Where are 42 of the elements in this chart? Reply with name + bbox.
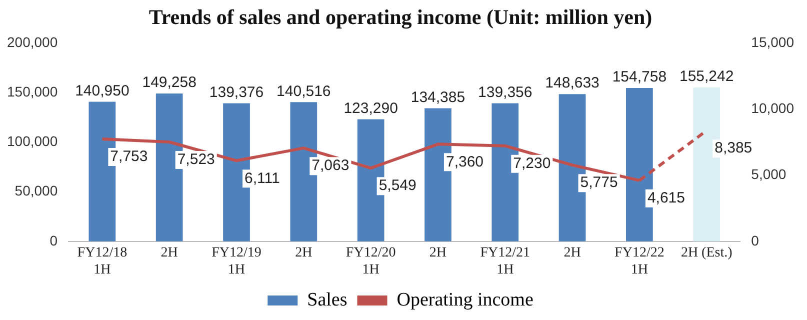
data-label: 149,258: [142, 74, 196, 92]
data-label: 7,063: [312, 157, 350, 174]
data-label: 8,385: [714, 140, 752, 157]
x-tick-label: FY12/20 1H: [346, 245, 396, 278]
x-tick-label: FY12/19 1H: [212, 245, 262, 278]
y-tick-label: 200,000: [6, 34, 58, 50]
data-label: 7,360: [446, 153, 484, 170]
data-label: 140,950: [75, 82, 130, 100]
data-label: 154,758: [612, 68, 667, 86]
legend-label: Operating income: [396, 289, 534, 310]
x-tick-label: FY12/22 1H: [614, 245, 664, 278]
x-tick-label: FY12/21 1H: [480, 245, 530, 278]
y-tick-label: 150,000: [6, 84, 58, 100]
chart-title: Trends of sales and operating income (Unit: million yen): [148, 5, 652, 30]
data-label: 5,549: [378, 177, 416, 194]
legend-label: Sales: [307, 289, 348, 310]
y2-tick-label: 15,000: [751, 34, 794, 50]
y2-tick-label: 5,000: [751, 166, 786, 182]
y2-tick-label: 0: [751, 232, 760, 248]
x-tick-label: FY12/18 1H: [77, 245, 128, 278]
y-tick-label: 50,000: [14, 182, 58, 199]
y-tick-label: 0: [50, 232, 58, 248]
x-tick-label: 2H: [564, 245, 581, 260]
x-tick-label: 2H: [160, 245, 178, 260]
x-tick-label: 2H: [295, 245, 312, 260]
x-tick-label: 2H (Est.): [680, 245, 733, 260]
data-label: 134,385: [410, 88, 466, 106]
x-tick-label: 2H: [429, 245, 447, 260]
y-tick-label: 100,000: [6, 133, 58, 150]
data-label: 123,290: [344, 100, 398, 117]
data-label: 7,753: [110, 148, 148, 166]
data-label: 5,775: [580, 174, 618, 192]
data-label: 148,633: [545, 74, 600, 92]
data-label: 6,111: [244, 170, 280, 187]
data-label: 155,242: [679, 68, 734, 86]
y2-tick-label: 10,000: [751, 100, 794, 116]
data-label: 7,523: [177, 151, 215, 168]
data-label: 140,516: [276, 82, 331, 100]
data-label: 139,356: [478, 84, 532, 101]
data-label: 4,615: [647, 190, 685, 207]
data-label: 7,230: [513, 155, 551, 172]
data-label: 139,376: [209, 84, 264, 101]
